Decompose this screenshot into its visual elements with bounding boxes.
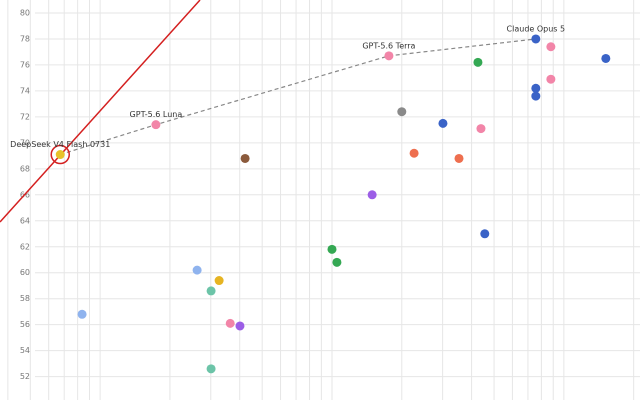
grid: 525456586062646668707274767880 xyxy=(7,0,640,400)
point-label: GPT-5.6 Terra xyxy=(362,41,415,50)
point-label: GPT-5.6 Luna xyxy=(130,110,183,119)
y-tick-label: 64 xyxy=(20,216,30,225)
point xyxy=(327,244,337,254)
point xyxy=(367,190,377,200)
point xyxy=(206,286,216,296)
point xyxy=(531,83,541,93)
y-tick-label: 58 xyxy=(20,294,30,303)
point-label: Claude Opus 5 xyxy=(507,24,566,33)
point xyxy=(151,120,161,130)
point xyxy=(235,321,245,331)
highlight-ring xyxy=(50,144,70,165)
frontier-line xyxy=(60,38,536,156)
y-tick-label: 62 xyxy=(20,242,30,251)
point xyxy=(214,276,224,286)
marks: DeepSeek V4 Flash 0731 GPT-5.6 Luna GPT-5.… xyxy=(10,24,611,374)
point xyxy=(397,107,407,117)
point xyxy=(409,148,419,158)
point xyxy=(384,51,394,61)
point xyxy=(438,118,448,128)
point xyxy=(546,74,556,84)
point xyxy=(240,153,250,163)
y-tick-label: 60 xyxy=(20,268,30,277)
y-tick-label: 76 xyxy=(20,60,30,69)
point xyxy=(546,42,556,52)
point xyxy=(454,153,464,163)
point-label: DeepSeek V4 Flash 0731 xyxy=(10,140,110,149)
point xyxy=(332,257,342,267)
y-tick-label: 56 xyxy=(20,320,30,329)
y-tick-label: 70 xyxy=(20,138,30,147)
y-tick-label: 54 xyxy=(20,346,30,355)
point xyxy=(473,57,483,67)
y-tick-label: 68 xyxy=(20,164,30,173)
point xyxy=(225,318,235,328)
y-tick-label: 80 xyxy=(20,8,30,17)
y-tick-label: 72 xyxy=(20,112,30,121)
point xyxy=(531,91,541,101)
point xyxy=(192,265,202,275)
reference-line xyxy=(0,0,201,223)
point xyxy=(206,364,216,374)
y-tick-label: 52 xyxy=(20,372,30,381)
point xyxy=(55,150,65,160)
point xyxy=(531,34,541,44)
point xyxy=(601,53,611,63)
y-tick-label: 78 xyxy=(20,34,30,43)
point xyxy=(77,309,87,319)
point xyxy=(480,229,490,239)
y-tick-label: 74 xyxy=(20,86,30,95)
point xyxy=(476,124,486,134)
